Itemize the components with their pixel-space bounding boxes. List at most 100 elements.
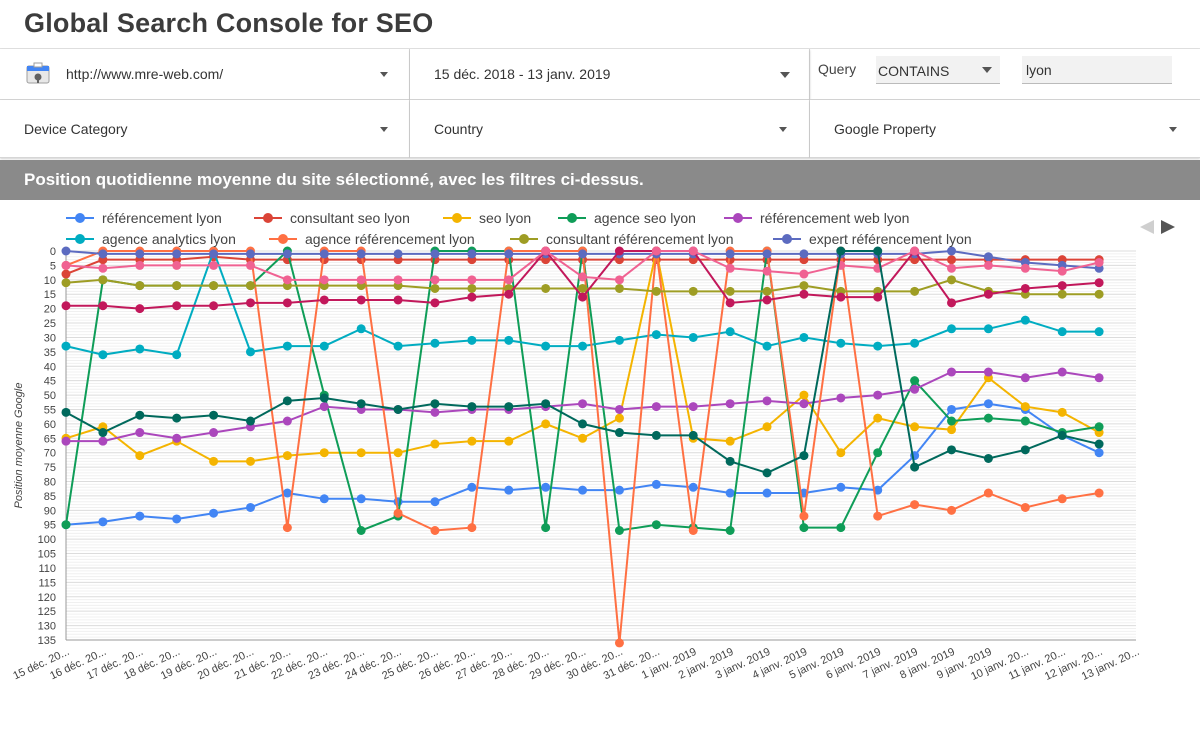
y-tick-label: 120 [38,592,56,604]
y-tick-label: 60 [44,419,56,431]
y-tick-label: 110 [38,563,56,575]
data-point [836,393,846,403]
query-operator-value: CONTAINS [878,63,950,79]
data-point [1094,258,1104,268]
data-point [209,260,219,270]
data-point [725,298,735,308]
data-point [245,416,255,426]
data-point [430,283,440,293]
device-category-selector[interactable]: Device Category [0,100,410,158]
data-point [61,269,71,279]
data-point [614,283,624,293]
triangle-left-icon[interactable] [1140,220,1154,234]
data-point [541,283,551,293]
data-point [947,255,957,265]
y-axis-title: Position moyenne Google [13,383,25,509]
data-point [356,249,366,259]
data-point [762,286,772,296]
data-point [393,404,403,414]
data-point [578,341,588,351]
data-point [356,295,366,305]
legend-item: seo lyon [443,210,531,226]
data-point [1057,327,1067,337]
data-point [873,246,883,256]
data-point [504,289,514,299]
data-point [1094,373,1104,383]
data-point [319,402,329,412]
data-point [725,456,735,466]
y-tick-label: 95 [44,520,56,532]
data-point [947,263,957,273]
data-point [836,448,846,458]
data-point [762,249,772,259]
data-point [467,523,477,533]
google-property-selector[interactable]: Google Property [810,100,1200,158]
legend-swatch-dot [263,213,273,223]
data-point [651,520,661,530]
data-point [1094,439,1104,449]
data-point [504,402,514,412]
data-point [98,517,108,527]
data-point [799,249,809,259]
legend-swatch-dot [519,234,529,244]
chevron-down-icon[interactable] [380,126,388,132]
y-tick-label: 15 [44,289,56,301]
data-point [651,430,661,440]
data-point [688,246,698,256]
data-point [541,482,551,492]
data-point [1020,502,1030,512]
data-point [209,410,219,420]
chevron-down-icon[interactable] [982,67,992,73]
legend-swatch-dot [278,234,288,244]
data-point [983,260,993,270]
data-point [688,482,698,492]
data-point [799,289,809,299]
data-point [725,249,735,259]
data-point [725,399,735,409]
y-tick-label: 85 [44,491,56,503]
data-point [1094,422,1104,432]
chevron-down-icon[interactable] [779,126,787,132]
data-point [430,249,440,259]
data-point [245,298,255,308]
data-point [1057,367,1067,377]
data-point [762,396,772,406]
data-point [467,292,477,302]
chevron-down-icon[interactable] [780,72,790,78]
data-point [1020,416,1030,426]
data-point [762,422,772,432]
data-point [245,456,255,466]
date-range-label: 15 déc. 2018 - 13 janv. 2019 [434,66,611,82]
data-point [98,249,108,259]
data-point [725,526,735,536]
data-point [799,523,809,533]
data-point [172,433,182,443]
site-selector[interactable]: http://www.mre-web.com/ [0,49,410,100]
date-range-selector[interactable]: 15 déc. 2018 - 13 janv. 2019 [410,49,810,100]
query-input[interactable] [1022,56,1172,84]
data-point [947,298,957,308]
y-tick-label: 30 [44,332,56,344]
data-point [393,448,403,458]
data-point [135,260,145,270]
data-point [983,488,993,498]
data-point [245,281,255,291]
chevron-down-icon[interactable] [380,72,388,77]
triangle-right-icon[interactable] [1161,220,1175,234]
chevron-down-icon[interactable] [1169,126,1177,132]
y-tick-label: 20 [44,304,56,316]
data-point [98,436,108,446]
legend-pager [1140,220,1175,234]
data-point [873,448,883,458]
data-point [836,482,846,492]
data-point [541,523,551,533]
data-point [1057,494,1067,504]
country-selector[interactable]: Country [410,100,810,158]
query-operator-select[interactable]: CONTAINS [876,56,1000,84]
query-label: Query [818,61,857,77]
data-point [983,453,993,463]
data-point [504,335,514,345]
device-category-label: Device Category [24,120,128,137]
data-point [947,404,957,414]
data-point [799,511,809,521]
